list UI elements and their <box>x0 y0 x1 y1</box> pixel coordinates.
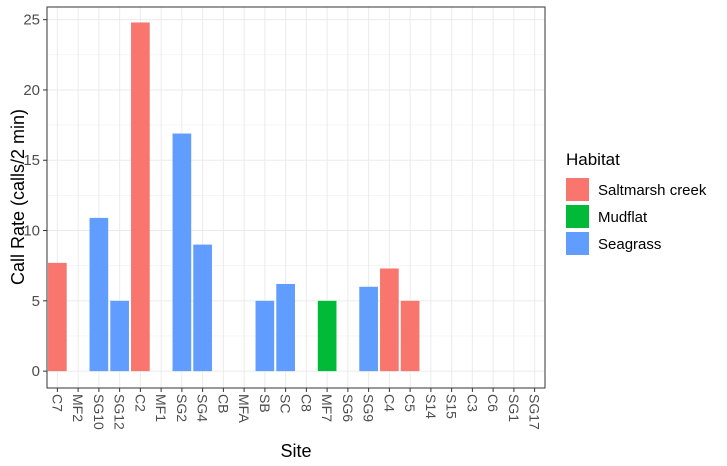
x-tick-label: S14 <box>423 394 439 419</box>
x-tick-label: MFA <box>236 394 252 423</box>
x-axis: C7 MF2 SG10 SG12 C2 MF1 SG2 SG4 CB MFA SB SC C8 MF7 SG… <box>49 388 543 430</box>
bars <box>48 22 420 372</box>
legend-label: Mudflat <box>598 209 648 226</box>
x-tick-label: SG6 <box>340 394 356 422</box>
y-axis-title: Call Rate (calls/2 min) <box>8 109 28 285</box>
bar-c2 <box>131 22 150 372</box>
x-tick-label: SC <box>278 394 294 413</box>
y-tick-label: 5 <box>32 293 40 310</box>
bar-sg4 <box>193 244 212 372</box>
x-tick-label: SB <box>257 394 273 413</box>
bar-mf7 <box>317 300 337 372</box>
bar-sc <box>276 283 295 372</box>
x-tick-label: C2 <box>132 394 148 412</box>
x-tick-label: MF7 <box>319 394 335 422</box>
legend-title: Habitat <box>566 150 620 169</box>
y-tick-label: 10 <box>23 223 40 240</box>
plot-panel <box>47 7 545 388</box>
y-tick-label: 25 <box>23 12 40 29</box>
bar-sg9 <box>359 286 378 372</box>
x-tick-label: C3 <box>464 394 480 412</box>
x-tick-label: C6 <box>485 394 501 412</box>
x-tick-label: SG4 <box>195 394 211 422</box>
x-tick-label: C7 <box>49 394 65 412</box>
bar-sg10 <box>89 217 109 372</box>
legend-key <box>566 205 589 228</box>
y-tick-label: 15 <box>23 152 40 169</box>
bar-c4 <box>380 268 399 372</box>
x-tick-label: S15 <box>444 394 460 419</box>
legend: Habitat Saltmarsh creek Mudflat Seagrass <box>566 150 707 255</box>
bar-c5 <box>400 300 420 372</box>
y-tick-label: 0 <box>32 363 40 380</box>
x-tick-label: MF2 <box>70 394 86 422</box>
x-tick-label: SG9 <box>361 394 377 422</box>
legend-key <box>566 232 589 255</box>
x-tick-label: SG10 <box>91 394 107 430</box>
x-tick-label: SG12 <box>112 394 128 430</box>
x-tick-label: CB <box>215 394 231 413</box>
grid-lines <box>47 7 545 388</box>
bar-sg2 <box>172 133 192 372</box>
plot-border <box>46 6 546 389</box>
x-tick-label: C8 <box>298 394 314 412</box>
x-tick-label: SG2 <box>174 394 190 422</box>
y-axis: 0 5 10 15 20 25 <box>23 12 47 380</box>
legend-label: Saltmarsh creek <box>598 182 707 199</box>
bar-sb <box>255 300 275 372</box>
bar-c7 <box>48 262 67 372</box>
y-tick-label: 20 <box>23 82 40 99</box>
x-tick-label: MF1 <box>153 394 169 422</box>
legend-label: Seagrass <box>598 236 661 253</box>
x-tick-label: C5 <box>402 394 418 412</box>
x-axis-title: Site <box>280 441 311 461</box>
x-tick-label: SG1 <box>506 394 522 422</box>
legend-key <box>566 178 589 201</box>
x-tick-label: SG17 <box>527 394 543 430</box>
x-tick-label: C4 <box>381 394 397 412</box>
bar-sg12 <box>110 300 129 372</box>
